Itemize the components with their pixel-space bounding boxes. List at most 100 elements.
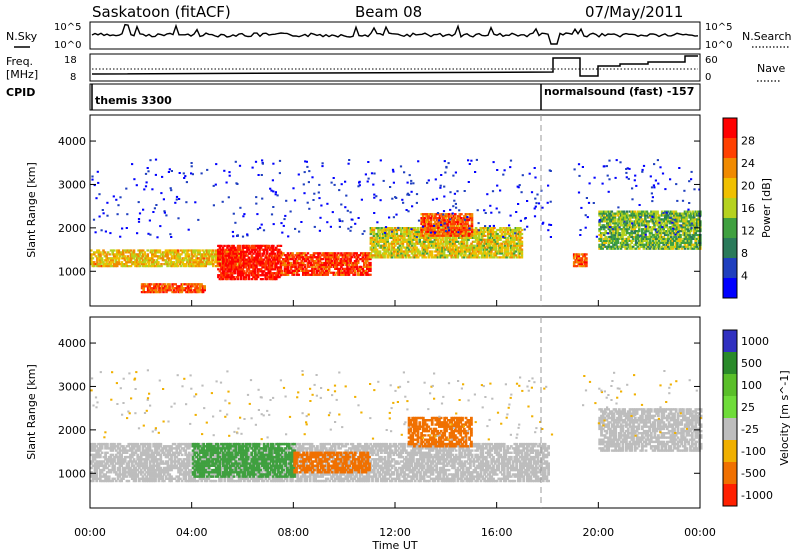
power-cell [423, 226, 427, 229]
power-cell [213, 261, 217, 264]
power-cell [619, 245, 623, 248]
power-cell [236, 278, 240, 281]
power-cell [673, 216, 676, 219]
power-cell [610, 210, 614, 213]
power-cell [190, 263, 194, 266]
power-cell [309, 261, 313, 265]
power-cell [166, 249, 169, 252]
power-cell [456, 250, 460, 253]
power-cell [255, 276, 258, 279]
power-cell [695, 245, 699, 248]
power-cell [303, 271, 307, 274]
power-cell [612, 237, 615, 240]
power-cell [482, 238, 485, 241]
power-cell [297, 258, 300, 261]
power-cell [324, 254, 328, 257]
power-cell [349, 267, 352, 270]
power-cell [356, 256, 360, 259]
power-cell [439, 242, 443, 245]
power-cell [267, 256, 270, 259]
power-cell [443, 215, 446, 218]
power-cell [482, 250, 485, 253]
power-cell [680, 214, 684, 217]
power-cell [285, 260, 288, 263]
power-cell [276, 270, 280, 273]
power-cell [317, 261, 320, 265]
power-cell [491, 236, 495, 239]
power-cell [246, 268, 249, 271]
power-cell [196, 249, 200, 252]
power-cell [657, 220, 661, 223]
power-cell [397, 248, 400, 251]
power-cell [158, 251, 162, 254]
power-cell [366, 256, 369, 259]
power-cell [232, 276, 235, 279]
power-cell [599, 247, 603, 250]
power-cell [667, 243, 670, 246]
power-cell [438, 244, 441, 247]
power-cell [621, 239, 624, 242]
power-cell [662, 247, 665, 250]
power-cell [238, 266, 241, 269]
power-cell [253, 244, 257, 247]
power-cell [195, 289, 199, 292]
power-cell [410, 228, 413, 231]
power-cell [387, 244, 391, 247]
power-cell [282, 273, 285, 276]
power-cell [221, 266, 225, 269]
power-cell [484, 238, 487, 241]
power-cell [606, 224, 609, 227]
power-cell [146, 257, 149, 260]
power-cell [627, 232, 630, 235]
power-cell [619, 235, 623, 239]
power-cell [491, 240, 495, 243]
power-cell [232, 250, 235, 253]
power-cell [477, 234, 481, 237]
power-cell [326, 202, 329, 205]
power-cell [223, 264, 226, 267]
power-cell [609, 218, 612, 221]
power-cell [668, 237, 672, 240]
power-cell [320, 254, 323, 257]
power-cell [273, 260, 277, 263]
power-cell [634, 212, 638, 215]
power-cell [137, 253, 140, 256]
power-cell [397, 252, 400, 255]
freq-ytick-bottom-right: 0 [705, 72, 711, 83]
power-cell [610, 237, 614, 240]
power-cell [612, 220, 615, 223]
power-cell [292, 256, 296, 259]
power-cell [406, 244, 409, 247]
power-cell [636, 220, 640, 223]
power-cell [427, 232, 431, 236]
velocity-cell [90, 453, 93, 457]
power-cell [217, 258, 220, 261]
power-cell [283, 258, 287, 261]
power-colorbar-tick: 20 [741, 180, 755, 193]
power-cell [352, 254, 355, 257]
power-cell [691, 220, 694, 223]
power-cell [91, 178, 94, 181]
power-cell [389, 186, 392, 188]
power-cell [648, 232, 652, 235]
power-cell [403, 254, 406, 257]
power-cell [426, 252, 429, 255]
power-cell [300, 267, 303, 270]
power-cell [695, 222, 699, 225]
power-cell [410, 182, 413, 185]
power-cell [621, 237, 624, 240]
power-cell [312, 261, 316, 265]
power-cell [170, 261, 174, 264]
power-cell [456, 190, 459, 193]
power-cell [467, 228, 471, 231]
power-cell [262, 244, 266, 247]
power-cell [656, 224, 659, 227]
power-cell [467, 213, 471, 216]
power-cell [411, 205, 414, 208]
power-cell [151, 287, 155, 290]
power-cell [311, 273, 314, 276]
power-cell [371, 227, 374, 230]
power-cell [236, 246, 240, 249]
power-cell [450, 222, 454, 226]
power-cell [331, 252, 334, 255]
